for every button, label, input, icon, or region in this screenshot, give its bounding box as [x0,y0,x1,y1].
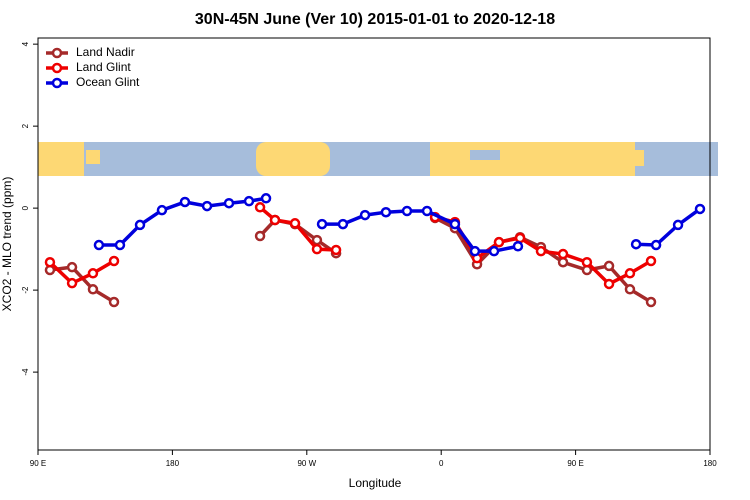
point [134,219,146,231]
x-tick-label: 90 W [297,459,316,468]
point [359,209,371,221]
x-tick-label: 180 [166,459,180,468]
point [645,296,657,308]
legend-label: Land Glint [76,60,131,74]
point [223,197,235,209]
point [44,256,56,268]
x-axis-label: Longitude [349,476,402,490]
legend-label: Land Nadir [76,45,135,59]
y-tick-label: -4 [21,368,30,376]
point [260,193,272,204]
point [289,218,301,229]
point [694,203,706,215]
plot-frame [37,37,711,451]
point [66,261,78,273]
x-tick-label: 180 [703,459,717,468]
chart-title: 30N-45N June (Ver 10) 2015-01-01 to 2020… [195,11,555,28]
point [254,202,266,213]
point [243,195,255,207]
series-line [98,196,702,253]
point [87,284,99,295]
point [581,256,593,268]
world-map-band [38,142,718,176]
point [311,234,323,246]
point [535,245,547,257]
point [650,239,662,251]
point [316,218,328,230]
point [557,248,569,260]
point [493,236,505,248]
series-line [48,205,652,287]
y-axis-label: XCO2 - MLO trend (ppm) [0,177,14,312]
point [488,245,500,257]
point [93,239,105,251]
point [603,278,615,290]
y-tick-label: 4 [21,41,30,46]
point [114,239,126,251]
point [603,260,615,272]
x-tick-label: 0 [439,459,444,468]
point [330,244,342,256]
legend-label: Ocean Glint [76,75,140,89]
point [108,296,120,308]
point [380,206,392,218]
point [421,205,433,217]
point [254,230,266,242]
point [645,255,657,267]
point [630,238,642,250]
point [269,214,281,226]
legend-marker [51,77,63,89]
point [557,256,569,268]
point [311,243,323,255]
point [449,218,461,230]
point [337,218,349,230]
legend-marker [51,62,63,74]
x-tick-label: 90 E [30,459,46,468]
point [87,268,99,279]
y-tick-label: -2 [21,286,30,294]
point [66,277,78,289]
point [512,241,524,252]
point [514,232,526,244]
point [672,219,684,231]
legend-marker [51,47,63,59]
point [179,196,191,208]
y-tick-label: 0 [21,205,30,210]
point [156,204,168,216]
point [624,268,636,279]
point [201,200,213,212]
x-tick-label: 90 E [567,459,583,468]
point [469,245,481,257]
point [624,284,636,295]
y-tick-label: 2 [21,123,30,128]
point [401,205,413,217]
point [108,255,120,267]
